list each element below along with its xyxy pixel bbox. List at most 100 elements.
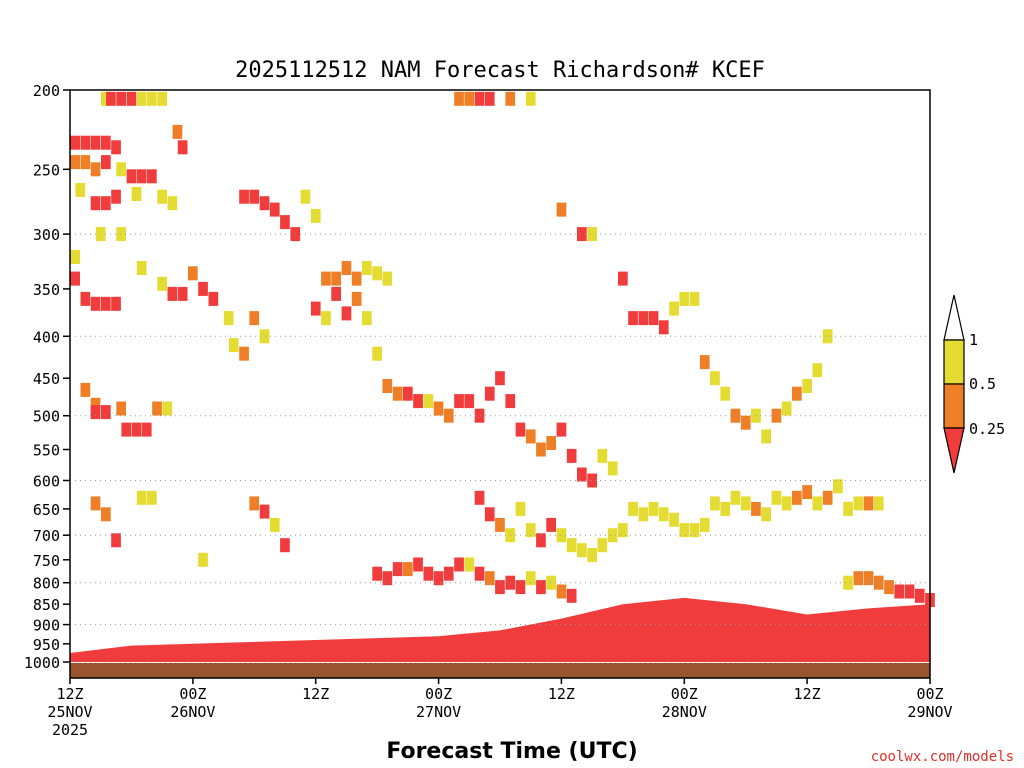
heatmap-cell bbox=[372, 346, 382, 361]
heatmap-cell bbox=[484, 571, 495, 586]
heatmap-cell bbox=[75, 183, 86, 197]
heatmap-cell bbox=[853, 571, 864, 586]
credit-text: coolwx.com/models bbox=[871, 749, 1014, 765]
heatmap-cell bbox=[577, 227, 587, 242]
heatmap-cell bbox=[464, 91, 475, 106]
heatmap-cell bbox=[423, 566, 434, 581]
heatmap-cell bbox=[433, 571, 444, 586]
heatmap-cell bbox=[382, 271, 393, 286]
heatmap-cell bbox=[126, 91, 137, 106]
heatmap-cell bbox=[280, 538, 290, 553]
heatmap-cell bbox=[495, 580, 505, 595]
heatmap-cell bbox=[167, 196, 178, 211]
heatmap-cell bbox=[904, 584, 915, 599]
heatmap-cell bbox=[351, 291, 362, 306]
heatmap-cell bbox=[761, 429, 771, 444]
y-tick-label: 350 bbox=[33, 281, 60, 299]
heatmap-cell bbox=[781, 496, 792, 511]
chart-title: 2025112512 NAM Forecast Richardson# KCEF bbox=[235, 58, 765, 83]
heatmap-cell bbox=[802, 379, 812, 393]
heatmap-cell bbox=[403, 386, 413, 401]
heatmap-cell bbox=[894, 584, 905, 599]
heatmap-cell bbox=[111, 140, 121, 155]
heatmap-cell bbox=[822, 490, 833, 505]
heatmap-cell bbox=[536, 533, 546, 548]
heatmap-cell bbox=[392, 562, 403, 577]
x-tick-label: 12Z bbox=[794, 685, 821, 703]
heatmap-cell bbox=[80, 155, 91, 170]
colorbar-lt025 bbox=[943, 427, 965, 474]
heatmap-cell bbox=[515, 580, 526, 595]
heatmap-cell bbox=[710, 496, 720, 511]
heatmap-cell bbox=[228, 338, 239, 353]
heatmap-cell bbox=[454, 557, 464, 572]
heatmap-cell bbox=[310, 208, 321, 223]
heatmap-cell bbox=[223, 311, 234, 326]
heatmap-cell bbox=[792, 490, 802, 505]
heatmap-cell bbox=[101, 196, 111, 211]
heatmap-cell bbox=[90, 296, 101, 311]
heatmap-cell bbox=[90, 135, 101, 150]
heatmap-cell bbox=[464, 394, 475, 409]
heatmap-cell bbox=[90, 162, 101, 177]
heatmap-cell bbox=[341, 306, 352, 321]
heatmap-cell bbox=[208, 291, 219, 306]
heatmap-cell bbox=[566, 588, 577, 603]
heatmap-cell bbox=[525, 571, 536, 586]
heatmap-cell bbox=[101, 91, 111, 106]
heatmap-cell bbox=[116, 91, 126, 106]
heatmap-cell bbox=[116, 227, 126, 242]
heatmap-cell bbox=[70, 250, 80, 264]
heatmap-cell bbox=[812, 363, 823, 378]
plot-frame bbox=[69, 89, 931, 679]
heatmap-cell bbox=[792, 386, 802, 401]
heatmap-cell bbox=[699, 517, 710, 532]
heatmap-cell bbox=[362, 261, 372, 275]
heatmap-cell bbox=[162, 401, 173, 416]
y-tick-label: 1000 bbox=[24, 654, 60, 672]
heatmap-cell bbox=[566, 448, 577, 463]
heatmap-cell bbox=[80, 135, 91, 150]
heatmap-cell bbox=[720, 386, 731, 401]
heatmap-cell bbox=[689, 291, 700, 306]
heatmap-cell bbox=[597, 538, 608, 553]
heatmap-cell bbox=[771, 490, 782, 505]
x-tick-label: 28NOV bbox=[662, 703, 707, 721]
heatmap-cell bbox=[669, 512, 679, 527]
x-tick-label: 25NOV bbox=[47, 703, 92, 721]
heatmap-cell bbox=[259, 196, 270, 211]
heatmap-cell bbox=[331, 271, 341, 286]
colorbar-label: 0.5 bbox=[969, 375, 996, 393]
heatmap-cell bbox=[372, 566, 382, 581]
colorbar-lt05 bbox=[943, 383, 965, 429]
heatmap-cell bbox=[689, 523, 700, 538]
x-tick-label: 12Z bbox=[302, 685, 329, 703]
heatmap-cell bbox=[372, 266, 382, 281]
heatmap-cell bbox=[454, 394, 464, 409]
heatmap-cell bbox=[239, 346, 249, 361]
heatmap-cell bbox=[259, 504, 270, 519]
y-tick-label: 800 bbox=[33, 575, 60, 593]
colorbar-legend: 1 0.5 0.25 bbox=[943, 294, 1005, 474]
heatmap-cell bbox=[126, 169, 137, 184]
heatmap-cell bbox=[587, 473, 597, 488]
heatmap-cell bbox=[70, 155, 80, 170]
heatmap-cell bbox=[556, 202, 567, 217]
y-ticks: 200 250 300 350 400 450 500 550 600 650 700 750 800 8… bbox=[24, 82, 70, 672]
gridlines bbox=[70, 233, 930, 663]
heatmap-cell bbox=[443, 566, 454, 581]
heatmap-cell bbox=[853, 496, 864, 511]
heatmap-cell bbox=[321, 271, 331, 286]
heatmap-cell bbox=[730, 490, 741, 505]
heatmap-cell bbox=[443, 408, 454, 423]
heatmap-cell bbox=[607, 461, 618, 476]
heatmap-cell bbox=[157, 276, 167, 291]
heatmap-cell bbox=[136, 91, 147, 106]
heatmap-cell bbox=[618, 271, 628, 286]
heatmap-cell bbox=[740, 496, 751, 511]
x-tick-label: 2025 bbox=[52, 721, 88, 739]
heatmap-cell bbox=[597, 448, 608, 463]
heatmap-cell bbox=[80, 291, 91, 306]
heatmap-cell bbox=[556, 584, 567, 599]
heatmap-cell bbox=[121, 422, 132, 437]
